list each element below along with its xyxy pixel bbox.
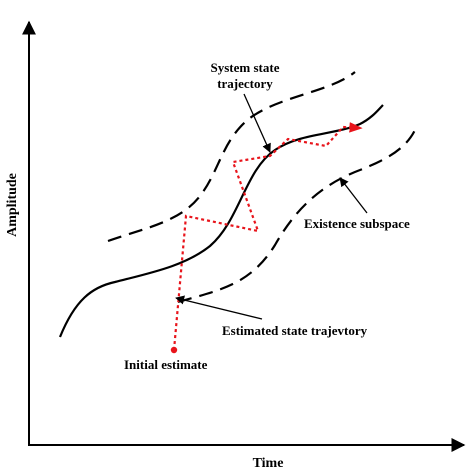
estimated-state-trajectory xyxy=(172,122,363,351)
existence-subspace-label: Existence subspace xyxy=(304,216,410,231)
system-state-label-line1: System state xyxy=(211,60,280,75)
initial-estimate-point xyxy=(170,346,178,354)
x-axis-label: Time xyxy=(253,456,284,471)
existence-subspace-pointer xyxy=(339,177,368,214)
initial-estimate-label: Initial estimate xyxy=(124,357,208,372)
estimated-trajectory-label: Estimated state trajevtory xyxy=(222,323,368,338)
y-axis-label: Amplitude xyxy=(5,173,20,237)
existence-upper-bound xyxy=(107,71,356,243)
existence-lower-bound xyxy=(177,129,416,304)
estimated-trajectory-pointer xyxy=(175,295,263,320)
system-state-pointer xyxy=(243,93,271,153)
system-state-label-line2: trajectory xyxy=(217,76,273,91)
